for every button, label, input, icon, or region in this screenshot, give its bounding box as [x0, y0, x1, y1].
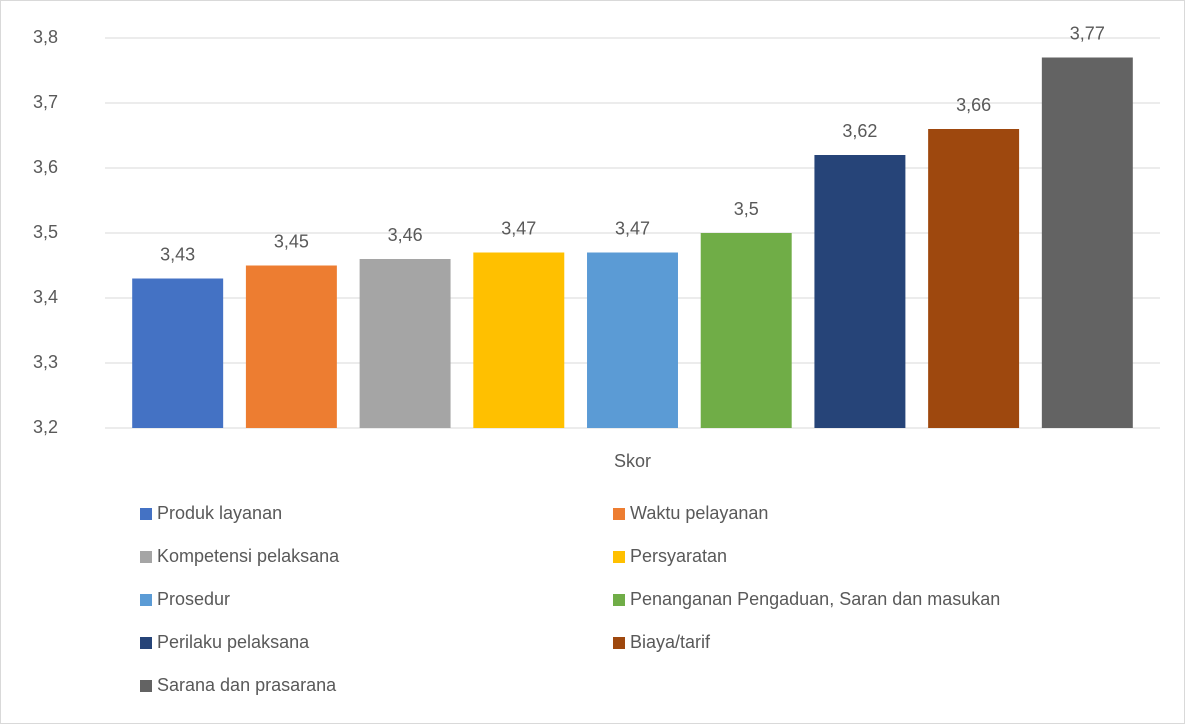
- legend-label: Penanganan Pengaduan, Saran dan masukan: [630, 589, 1000, 609]
- data-label: 3,66: [956, 95, 991, 115]
- data-label: 3,5: [734, 199, 759, 219]
- legend-label: Persyaratan: [630, 546, 727, 566]
- legend-label: Kompetensi pelaksana: [157, 546, 340, 566]
- legend-swatch: [613, 551, 625, 563]
- bar: [928, 129, 1020, 428]
- bar: [245, 265, 337, 428]
- bar: [814, 155, 906, 428]
- data-label: 3,43: [160, 244, 195, 264]
- legend-swatch: [140, 680, 152, 692]
- legend-swatch: [140, 551, 152, 563]
- data-label: 3,46: [388, 225, 423, 245]
- bar: [359, 259, 451, 428]
- data-label: 3,77: [1070, 23, 1105, 43]
- bar: [587, 252, 678, 428]
- y-tick-label: 3,4: [33, 287, 58, 307]
- legend-swatch: [140, 508, 152, 520]
- legend-label: Prosedur: [157, 589, 230, 609]
- bar: [132, 278, 224, 428]
- bar: [1041, 57, 1133, 428]
- legend-label: Biaya/tarif: [630, 632, 711, 652]
- legend-swatch: [613, 637, 625, 649]
- bar: [700, 233, 792, 428]
- y-tick-label: 3,3: [33, 352, 58, 372]
- legend-swatch: [140, 637, 152, 649]
- x-tick-label: Skor: [614, 451, 651, 471]
- y-tick-label: 3,5: [33, 222, 58, 242]
- data-label: 3,62: [842, 121, 877, 141]
- data-label: 3,45: [274, 231, 309, 251]
- y-tick-label: 3,8: [33, 27, 58, 47]
- bar: [473, 252, 565, 428]
- legend-swatch: [613, 594, 625, 606]
- y-tick-label: 3,7: [33, 92, 58, 112]
- legend-label: Waktu pelayanan: [630, 503, 768, 523]
- data-label: 3,47: [615, 218, 650, 238]
- legend-label: Perilaku pelaksana: [157, 632, 310, 652]
- legend-label: Sarana dan prasarana: [157, 675, 337, 695]
- legend-swatch: [140, 594, 152, 606]
- y-tick-label: 3,2: [33, 417, 58, 437]
- legend-label: Produk layanan: [157, 503, 282, 523]
- legend-swatch: [613, 508, 625, 520]
- y-tick-label: 3,6: [33, 157, 58, 177]
- data-label: 3,47: [501, 218, 536, 238]
